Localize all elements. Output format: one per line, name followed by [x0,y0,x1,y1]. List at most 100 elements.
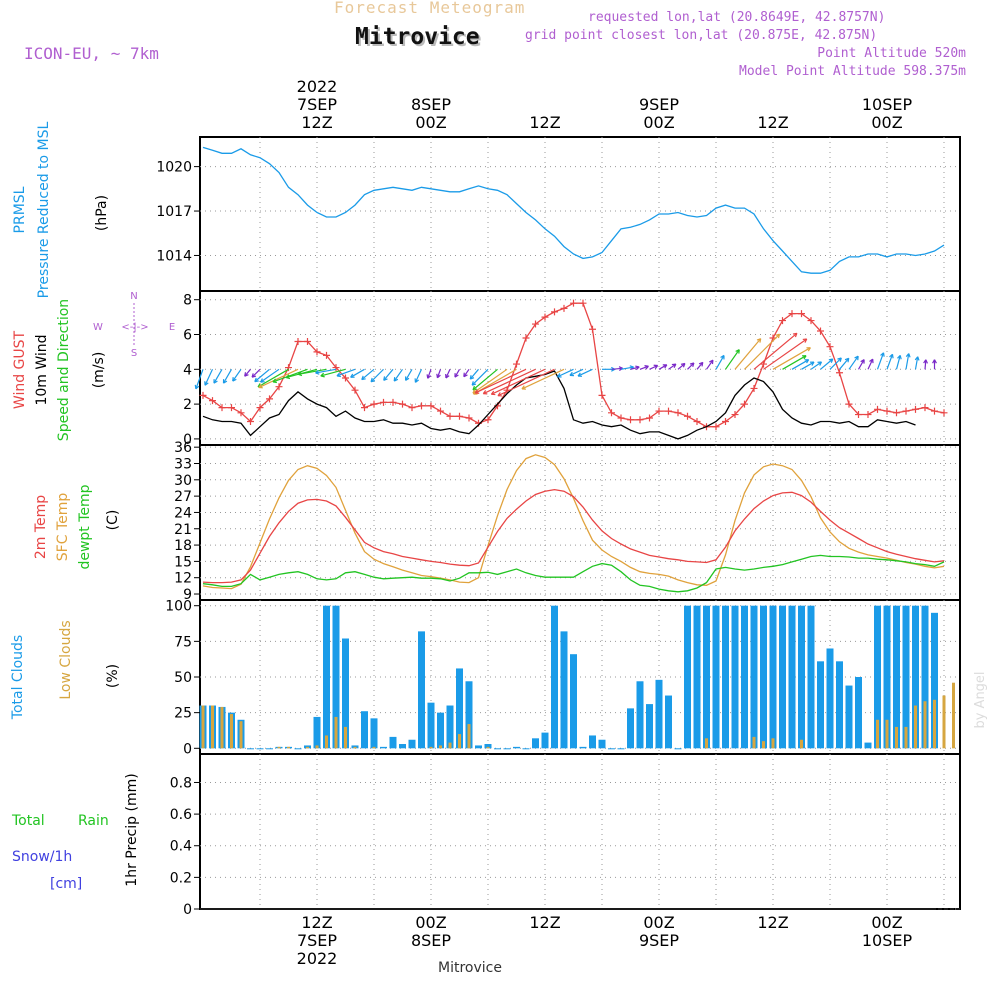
wind-arrow [350,368,365,378]
chart-marks [194,146,960,910]
gust-line [202,302,945,428]
gust-point [408,404,416,412]
wind-arrow [195,369,204,390]
gust-point [608,409,615,417]
wind-arrow [405,369,413,381]
dewpt-line [202,554,945,593]
y-tick-label: 21 [174,522,192,538]
y-tick-label: 33 [174,456,192,472]
wind-arrow-head [802,355,807,360]
low-clouds-bar [211,705,214,749]
total-clouds-bar [674,748,682,750]
wind-arrow-head [569,371,574,377]
temp-label-2m: 2m Temp [33,495,49,559]
gust-point [418,402,425,410]
wind-arrow [483,368,536,395]
y-tick-label: 1020 [156,160,192,176]
gust-point [541,313,549,321]
wind-arrow [213,369,223,384]
wind-arrow-head [445,373,450,379]
gust-point [750,384,758,392]
wind-arrow-head [671,363,677,368]
wind-arrow-head [497,392,502,397]
total-clouds-bar [893,605,900,749]
wind-arrow-head [698,361,704,367]
total-clouds-bar [266,748,273,750]
y-tick-label: 12 [174,571,192,587]
temp-2m-line [202,488,945,584]
total-clouds-bar [370,718,378,749]
wind-arrow-head [880,352,885,357]
wind-arrow-head [802,338,808,343]
y-tick-label: 30 [174,473,192,489]
total-clouds-bar [750,605,758,749]
gust-point [389,398,397,406]
gust-point [304,337,311,345]
wind-arrow [569,368,584,376]
wind-arrow [336,368,356,377]
wind-arrow-head [232,377,237,382]
low-clouds-bar [467,724,471,749]
low-clouds-bar [344,726,347,749]
wind-arrow [445,369,451,379]
wind-arrow [658,364,668,370]
y-tick-label: 2 [183,397,192,413]
low-clouds-bar [458,734,461,749]
total-clouds-bar [570,654,577,749]
wind-arrow-head [680,362,686,368]
total-clouds-bar [551,605,558,749]
wind-arrow [232,368,242,382]
wind-arrow-head [923,359,928,364]
compass-west: W [93,322,103,333]
total-clouds-bar [817,661,824,749]
total-clouds-bar [465,681,473,749]
wind-arrow [687,362,695,370]
low-clouds-bar [933,699,936,749]
bottom-time-label: 7SEP [297,931,337,950]
wind-arrow [427,369,432,379]
low-clouds-bar [952,682,955,749]
wind-arrow-head [469,375,475,380]
wind-arrow [557,368,574,378]
total-clouds-bar [722,605,729,749]
total-clouds-bar [589,735,596,749]
low-clouds-bar [239,721,243,749]
wind-unit: (m/s) [91,352,107,389]
wind-arrow-head [244,372,249,377]
temp-label-dewpt: dewpt Temp [77,484,93,569]
total-clouds-bar [323,605,330,749]
gust-point [931,407,938,415]
wind-arrow [763,338,808,370]
grid-point-coords: grid point closest lon,lat (20.875E, 42.… [525,28,878,43]
total-clouds-bar [389,736,397,749]
wind-arrow [677,363,686,370]
wind-arrow [497,368,555,397]
gust-point [342,374,349,382]
bottom-time-label: 12Z [301,913,332,932]
low-clouds-bar [486,746,490,749]
wind-arrow-head [454,373,459,378]
low-clouds-bar [942,695,946,749]
bottom-time-label: 8SEP [411,931,451,950]
wind-arrow [258,368,299,389]
total-clouds-bar [902,605,910,749]
low-clouds-bar [277,746,281,749]
low-clouds-bar [353,746,357,749]
wind-arrow-head [804,359,810,364]
wind-arrow-head [860,359,865,364]
wind-arrow-head [473,390,478,395]
y-tick-label: 36 [174,440,192,456]
wind-arrow-head [653,364,659,370]
low-clouds-bar [923,701,927,749]
wind-arrow [472,368,508,394]
top-time-label: 12Z [301,113,332,132]
wind-arrow [469,368,479,380]
wind-label-gust: Wind GUST [12,330,28,409]
y-tick-label: 0.8 [170,775,192,791]
wind-arrow [474,368,527,394]
total-clouds-bar [864,742,872,749]
wind-arrow [320,368,346,377]
gust-point [266,395,273,403]
gust-point [275,383,283,391]
gust-point [693,418,701,426]
